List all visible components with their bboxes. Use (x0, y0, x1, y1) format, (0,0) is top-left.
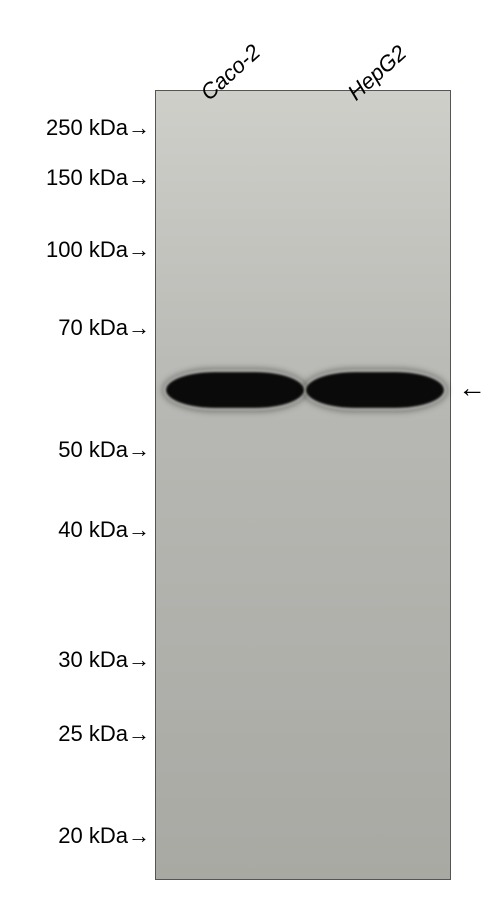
arrow-right-icon: → (128, 115, 150, 141)
marker-label: 100 kDa→ (0, 237, 150, 263)
marker-label: 30 kDa→ (0, 647, 150, 673)
arrow-right-icon: → (128, 237, 150, 263)
marker-text: 40 kDa (58, 517, 128, 542)
marker-text: 30 kDa (58, 647, 128, 672)
marker-text: 100 kDa (46, 237, 128, 262)
marker-label: 40 kDa→ (0, 517, 150, 543)
arrow-right-icon: → (128, 517, 150, 543)
marker-label: 250 kDa→ (0, 115, 150, 141)
protein-band (306, 372, 444, 408)
marker-text: 150 kDa (46, 165, 128, 190)
arrow-right-icon: → (128, 647, 150, 673)
arrow-right-icon: → (128, 823, 150, 849)
marker-text: 20 kDa (58, 823, 128, 848)
blot-figure: WWW.PTGLAB.COM Caco-2 HepG2 250 kDa→150 … (0, 0, 500, 903)
marker-text: 250 kDa (46, 115, 128, 140)
arrow-right-icon: → (128, 721, 150, 747)
marker-label: 20 kDa→ (0, 823, 150, 849)
marker-text: 25 kDa (58, 721, 128, 746)
marker-text: 70 kDa (58, 315, 128, 340)
target-band-arrow: ← (458, 372, 486, 404)
protein-band (166, 372, 304, 408)
marker-label: 70 kDa→ (0, 315, 150, 341)
arrow-right-icon: → (128, 437, 150, 463)
marker-label: 150 kDa→ (0, 165, 150, 191)
marker-label: 25 kDa→ (0, 721, 150, 747)
arrow-right-icon: → (128, 315, 150, 341)
marker-text: 50 kDa (58, 437, 128, 462)
arrow-right-icon: → (128, 165, 150, 191)
marker-label: 50 kDa→ (0, 437, 150, 463)
membrane (155, 90, 451, 880)
